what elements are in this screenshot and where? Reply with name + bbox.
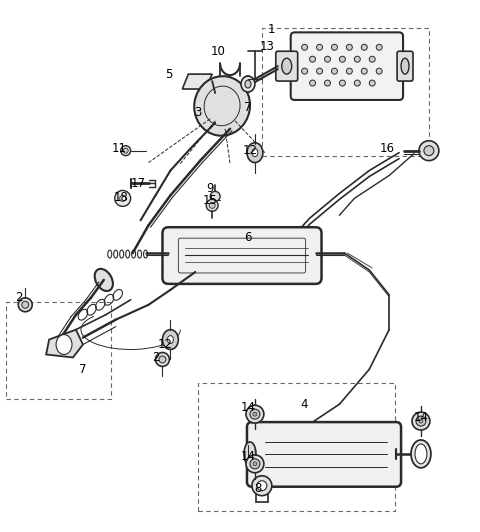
Ellipse shape bbox=[95, 269, 113, 291]
Text: 10: 10 bbox=[211, 45, 226, 58]
FancyBboxPatch shape bbox=[291, 32, 403, 100]
Ellipse shape bbox=[246, 455, 264, 473]
Ellipse shape bbox=[419, 141, 439, 161]
Text: 12: 12 bbox=[242, 144, 257, 157]
Text: 11: 11 bbox=[111, 142, 126, 155]
Ellipse shape bbox=[332, 68, 337, 74]
Ellipse shape bbox=[120, 195, 126, 202]
Ellipse shape bbox=[347, 44, 352, 50]
Ellipse shape bbox=[301, 44, 308, 50]
Ellipse shape bbox=[162, 330, 179, 350]
Ellipse shape bbox=[369, 56, 375, 62]
Text: 16: 16 bbox=[380, 142, 395, 155]
Ellipse shape bbox=[361, 44, 367, 50]
FancyBboxPatch shape bbox=[162, 227, 322, 284]
Ellipse shape bbox=[310, 80, 315, 86]
Text: 5: 5 bbox=[165, 68, 172, 81]
Ellipse shape bbox=[376, 68, 382, 74]
Text: 7: 7 bbox=[244, 102, 252, 114]
Ellipse shape bbox=[246, 405, 264, 423]
Bar bbox=[198, 384, 395, 511]
Ellipse shape bbox=[415, 444, 427, 464]
Ellipse shape bbox=[206, 200, 218, 211]
Ellipse shape bbox=[324, 56, 330, 62]
Text: 7: 7 bbox=[79, 363, 87, 376]
Ellipse shape bbox=[339, 80, 346, 86]
Ellipse shape bbox=[301, 68, 308, 74]
Ellipse shape bbox=[332, 44, 337, 50]
Ellipse shape bbox=[115, 190, 131, 206]
Ellipse shape bbox=[250, 459, 260, 469]
Ellipse shape bbox=[245, 80, 251, 88]
Polygon shape bbox=[182, 74, 212, 89]
Ellipse shape bbox=[416, 416, 426, 426]
Ellipse shape bbox=[354, 80, 360, 86]
Ellipse shape bbox=[354, 56, 360, 62]
Text: 15: 15 bbox=[203, 194, 217, 207]
Text: 4: 4 bbox=[301, 398, 308, 411]
Ellipse shape bbox=[120, 146, 131, 156]
Ellipse shape bbox=[156, 353, 169, 367]
Ellipse shape bbox=[123, 148, 128, 153]
Ellipse shape bbox=[411, 440, 431, 468]
Text: 2: 2 bbox=[15, 292, 23, 304]
Ellipse shape bbox=[282, 58, 292, 74]
Ellipse shape bbox=[247, 143, 263, 163]
Text: 14: 14 bbox=[413, 411, 429, 423]
Ellipse shape bbox=[424, 146, 434, 156]
Ellipse shape bbox=[56, 335, 72, 354]
Ellipse shape bbox=[210, 192, 220, 202]
Ellipse shape bbox=[316, 44, 323, 50]
Text: 17: 17 bbox=[131, 177, 146, 190]
FancyBboxPatch shape bbox=[397, 51, 413, 81]
Text: 9: 9 bbox=[206, 182, 214, 195]
Ellipse shape bbox=[241, 76, 255, 92]
Ellipse shape bbox=[253, 412, 257, 416]
Text: 12: 12 bbox=[158, 338, 173, 351]
Text: 6: 6 bbox=[244, 231, 252, 244]
Ellipse shape bbox=[159, 356, 166, 363]
Ellipse shape bbox=[18, 298, 32, 312]
Bar bbox=[262, 28, 429, 156]
Ellipse shape bbox=[168, 336, 173, 344]
Ellipse shape bbox=[252, 476, 272, 496]
Text: 8: 8 bbox=[254, 482, 262, 495]
Ellipse shape bbox=[324, 80, 330, 86]
FancyBboxPatch shape bbox=[276, 51, 298, 81]
Ellipse shape bbox=[347, 68, 352, 74]
Text: 14: 14 bbox=[240, 401, 255, 414]
Text: 13: 13 bbox=[259, 40, 274, 53]
Ellipse shape bbox=[376, 44, 382, 50]
Ellipse shape bbox=[401, 58, 409, 74]
Bar bbox=[6, 302, 111, 399]
Ellipse shape bbox=[209, 202, 215, 209]
Ellipse shape bbox=[194, 76, 250, 136]
Ellipse shape bbox=[243, 76, 253, 92]
Ellipse shape bbox=[244, 442, 256, 466]
Ellipse shape bbox=[250, 409, 260, 419]
Ellipse shape bbox=[412, 412, 430, 430]
Ellipse shape bbox=[339, 56, 346, 62]
FancyBboxPatch shape bbox=[247, 422, 401, 487]
Ellipse shape bbox=[361, 68, 367, 74]
Ellipse shape bbox=[316, 68, 323, 74]
Ellipse shape bbox=[419, 419, 423, 423]
Text: 2: 2 bbox=[152, 351, 159, 364]
Ellipse shape bbox=[22, 301, 29, 308]
Text: 3: 3 bbox=[194, 106, 202, 119]
Ellipse shape bbox=[310, 56, 315, 62]
Text: 1: 1 bbox=[268, 23, 276, 36]
Ellipse shape bbox=[369, 80, 375, 86]
Text: 14: 14 bbox=[240, 451, 255, 463]
Ellipse shape bbox=[257, 481, 267, 491]
Ellipse shape bbox=[253, 462, 257, 466]
Text: 18: 18 bbox=[113, 191, 128, 204]
Ellipse shape bbox=[252, 148, 258, 156]
Polygon shape bbox=[46, 330, 83, 358]
